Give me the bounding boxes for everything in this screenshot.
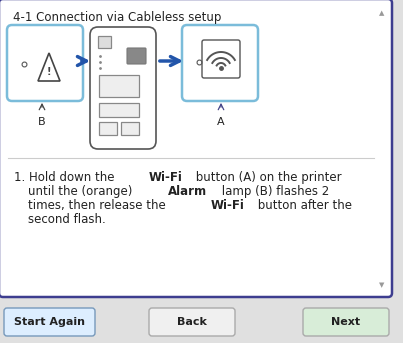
FancyBboxPatch shape bbox=[0, 0, 392, 297]
FancyBboxPatch shape bbox=[202, 40, 240, 78]
FancyBboxPatch shape bbox=[182, 25, 258, 101]
FancyBboxPatch shape bbox=[99, 103, 139, 117]
FancyBboxPatch shape bbox=[4, 308, 95, 336]
Text: until the (orange): until the (orange) bbox=[28, 185, 136, 198]
Text: Alarm: Alarm bbox=[168, 185, 207, 198]
Text: button (A) on the printer: button (A) on the printer bbox=[192, 171, 342, 184]
Text: Back: Back bbox=[177, 317, 207, 327]
Text: ▲: ▲ bbox=[379, 10, 385, 16]
Text: times, then release the: times, then release the bbox=[28, 199, 170, 212]
Text: 4-1 Connection via Cableless setup: 4-1 Connection via Cableless setup bbox=[13, 12, 221, 24]
FancyBboxPatch shape bbox=[149, 308, 235, 336]
Text: lamp (B) flashes 2: lamp (B) flashes 2 bbox=[218, 185, 329, 198]
Text: Wi-Fi: Wi-Fi bbox=[211, 199, 245, 212]
FancyBboxPatch shape bbox=[121, 122, 139, 135]
FancyBboxPatch shape bbox=[99, 122, 117, 135]
FancyBboxPatch shape bbox=[98, 36, 111, 48]
FancyBboxPatch shape bbox=[127, 48, 146, 64]
Text: 1. Hold down the: 1. Hold down the bbox=[14, 171, 118, 184]
Text: Next: Next bbox=[331, 317, 361, 327]
Text: A: A bbox=[217, 117, 225, 127]
FancyBboxPatch shape bbox=[90, 27, 156, 149]
Text: second flash.: second flash. bbox=[28, 213, 106, 226]
Text: !: ! bbox=[47, 67, 51, 77]
Text: Start Again: Start Again bbox=[14, 317, 85, 327]
FancyBboxPatch shape bbox=[7, 25, 83, 101]
FancyBboxPatch shape bbox=[99, 75, 139, 97]
Text: ▼: ▼ bbox=[379, 282, 385, 288]
Text: button after the: button after the bbox=[254, 199, 352, 212]
FancyBboxPatch shape bbox=[303, 308, 389, 336]
Text: Wi-Fi: Wi-Fi bbox=[149, 171, 183, 184]
Text: B: B bbox=[38, 117, 46, 127]
